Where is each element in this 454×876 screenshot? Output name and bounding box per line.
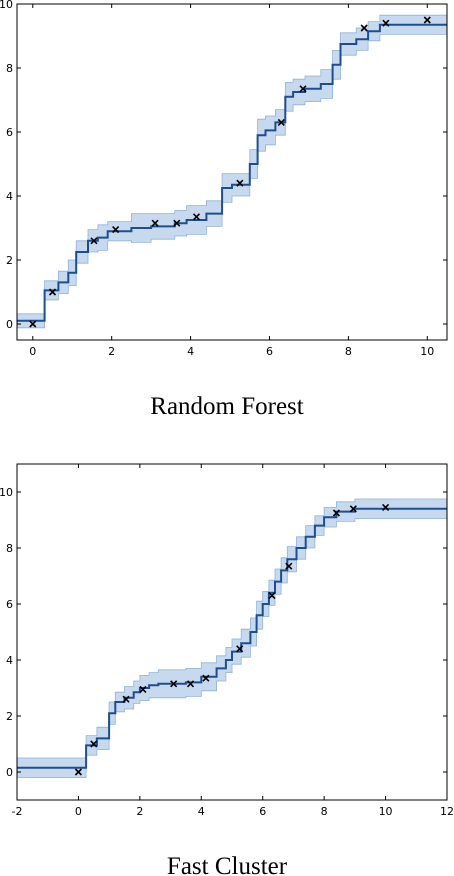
chart-1-marker-layer: [29, 16, 431, 328]
chart-1-x-tick-label: 4: [187, 345, 194, 358]
chart-2-data-point: [332, 509, 340, 517]
chart-1-x-tick-label: 0: [29, 345, 36, 358]
chart-1-x-tick-label: 2: [108, 345, 115, 358]
chart-2-x-tick-label: 6: [259, 805, 266, 818]
chart-2-line-layer: [17, 507, 447, 769]
chart-1-x-tick-label: 8: [345, 345, 352, 358]
chart-1-data-point: [423, 16, 431, 24]
chart-2-x-tick-label: 0: [75, 805, 82, 818]
chart-2-data-point: [349, 505, 357, 513]
chart-1-data-point: [112, 226, 120, 234]
chart-2-data-point: [90, 740, 98, 748]
chart-random-forest: 0 2 4 6 8 10 0 2 4 6 8 10 Random Forest: [0, 0, 448, 420]
chart-2-mean-line: [17, 507, 447, 769]
chart-1-x-tick-label: 6: [266, 345, 273, 358]
chart-2-data-point: [139, 685, 147, 693]
chart-1-plot-frame: [16, 3, 448, 341]
chart-1-data-point: [299, 85, 307, 93]
chart-2-y-tick-label: 8: [6, 542, 13, 555]
chart-1-y-tick-label: 6: [6, 126, 13, 139]
chart-1-y-tick-label: 8: [6, 62, 13, 75]
chart-1-line-layer: [17, 23, 447, 322]
chart-1-x-ticks: 0 2 4 6 8 10: [29, 4, 434, 358]
chart-1-data-point: [192, 213, 201, 221]
chart-2-data-point: [74, 768, 82, 776]
chart-1-data-point: [236, 179, 244, 187]
chart-2-data-point: [268, 592, 276, 600]
chart-2-data-point: [285, 562, 293, 570]
chart-1-data-point: [382, 19, 390, 27]
chart-2-x-tick-label: 12: [440, 805, 454, 818]
chart-2-x-tick-label: 2: [136, 805, 143, 818]
chart-2-plot-frame: [16, 463, 448, 801]
chart-2-y-ticks: 0 2 4 6 8 10: [0, 486, 447, 779]
chart-1-data-point: [360, 24, 368, 32]
chart-1-caption: Random Forest: [150, 393, 304, 420]
chart-1-mean-line: [17, 23, 447, 322]
chart-2-data-point: [186, 680, 195, 688]
chart-1-band-layer: [16, 14, 448, 329]
chart-1-data-point: [151, 219, 159, 227]
chart-1-y-tick-label: 10: [0, 0, 13, 11]
chart-1-confidence-band: [16, 14, 448, 329]
chart-1-data-point: [173, 219, 181, 227]
chart-1-y-tick-label: 4: [6, 190, 13, 203]
chart-1-data-point: [48, 288, 57, 296]
chart-1-y-tick-label: 2: [6, 254, 13, 267]
chart-2-data-point: [170, 680, 178, 688]
chart-2-x-tick-label: 10: [379, 805, 393, 818]
chart-2-x-tick-label: 4: [198, 805, 205, 818]
chart-1-data-point: [277, 118, 285, 126]
chart-2-y-tick-label: 4: [6, 654, 13, 667]
chart-2-marker-layer: [74, 503, 390, 776]
chart-2-band-layer: [16, 498, 448, 778]
chart-fast-cluster: -2 0 2 4 6 8 10 12 0 2 4 6 8 10 Fast Cluster: [0, 463, 454, 876]
chart-1-y-tick-label: 0: [6, 318, 13, 331]
chart-2-x-ticks: -2 0 2 4 6 8 10 12: [12, 464, 454, 818]
chart-2-data-point: [122, 695, 130, 703]
chart-2-caption: Fast Cluster: [167, 853, 288, 876]
chart-2-data-point: [202, 674, 210, 682]
chart-2-data-point: [382, 503, 390, 511]
chart-2-y-tick-label: 10: [0, 486, 13, 499]
chart-2-data-point: [236, 645, 244, 653]
chart-1-y-ticks: 0 2 4 6 8 10: [0, 0, 447, 331]
chart-1-x-tick-label: 10: [420, 345, 434, 358]
chart-2-y-tick-label: 2: [6, 710, 13, 723]
chart-1-data-point: [90, 237, 98, 245]
chart-1-data-point: [29, 320, 37, 328]
chart-2-x-tick-label: 8: [321, 805, 328, 818]
chart-2-y-tick-label: 0: [6, 766, 13, 779]
chart-2-y-tick-label: 6: [6, 598, 13, 611]
chart-2-x-tick-label: -2: [12, 805, 23, 818]
chart-2-confidence-band: [16, 498, 448, 778]
